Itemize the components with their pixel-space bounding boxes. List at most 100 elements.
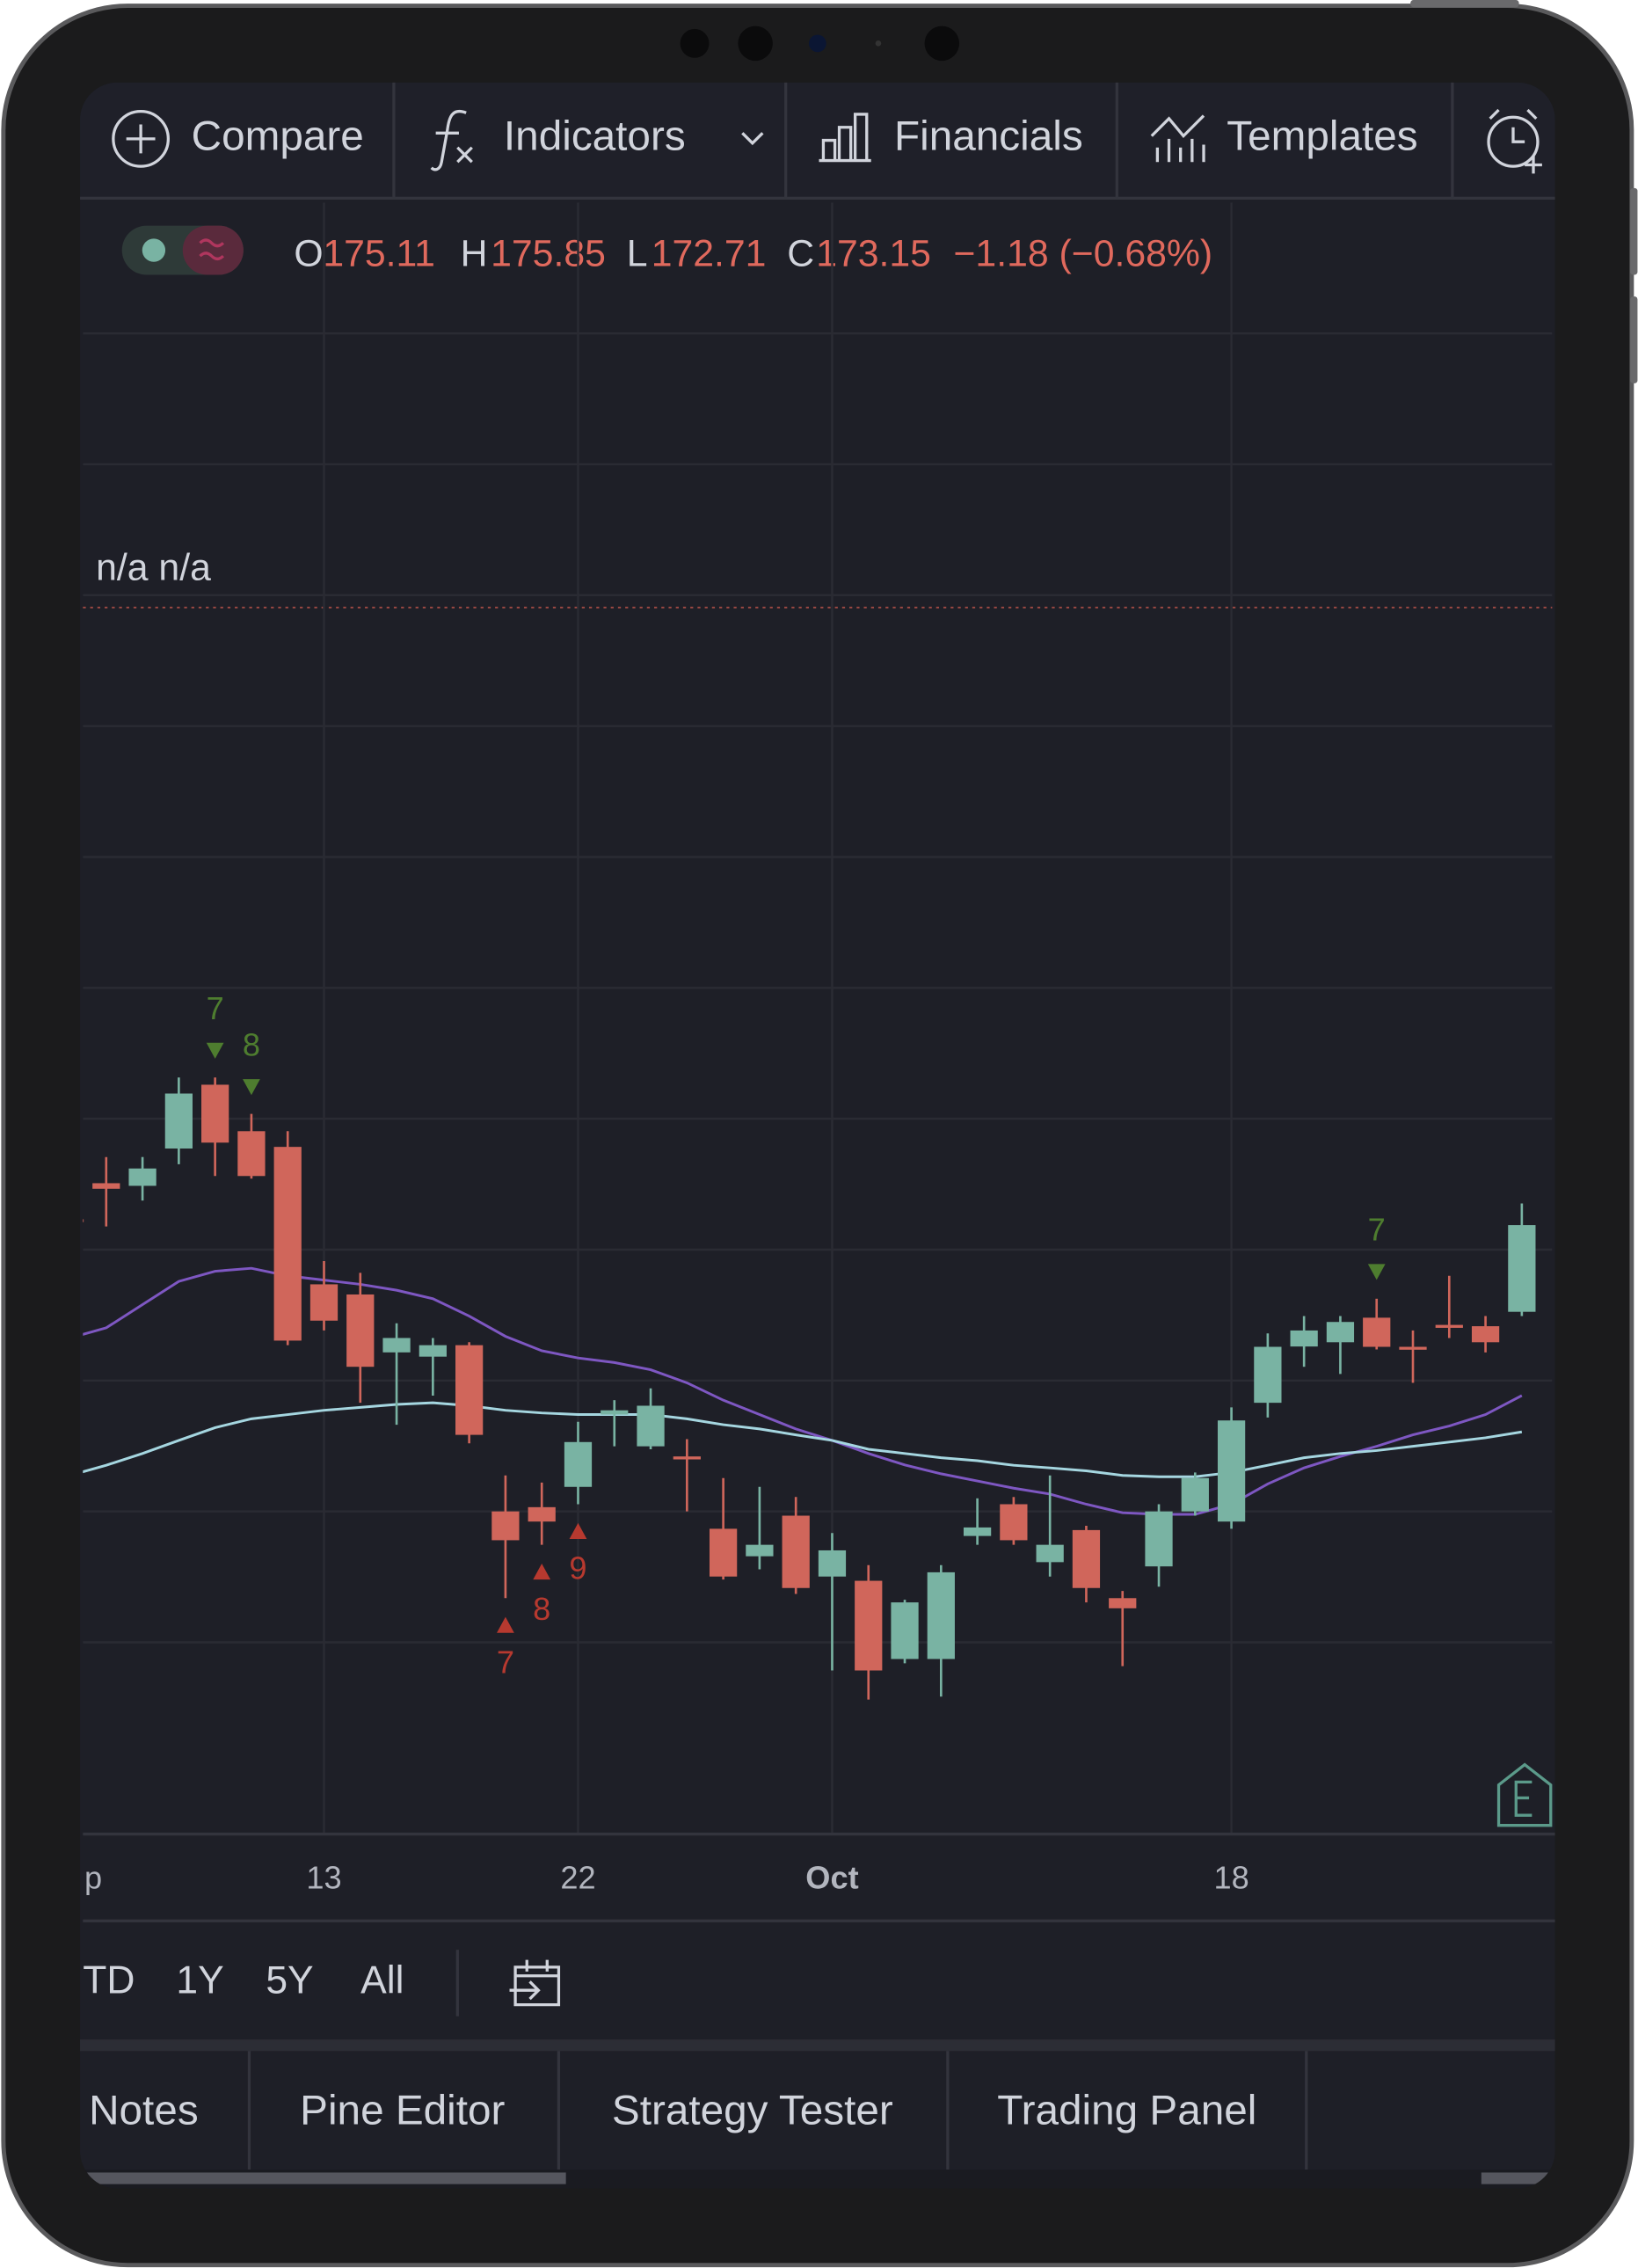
- annotation-label: 7: [1368, 1212, 1386, 1248]
- goto-date-button[interactable]: [509, 1959, 561, 2007]
- candle-body: [818, 1550, 847, 1577]
- moving-average-line: [83, 1401, 1523, 1478]
- candle-body: [1508, 1225, 1536, 1312]
- candle-body: [782, 1515, 810, 1588]
- annotation-label: 7: [497, 1644, 514, 1681]
- separator: [80, 2039, 1555, 2052]
- candle-body: [346, 1294, 375, 1367]
- candle-body: [419, 1345, 447, 1357]
- candle-body: [83, 1219, 84, 1222]
- annotation-label: 7: [207, 990, 224, 1026]
- x-tick-label: 22: [560, 1860, 595, 1896]
- camera: [680, 26, 960, 62]
- annotation-marker: [497, 1616, 514, 1633]
- candle-body: [1145, 1511, 1173, 1567]
- candle-body: [1290, 1330, 1318, 1347]
- candle-body: [963, 1527, 992, 1536]
- ohlc-value: 172.71: [652, 232, 767, 274]
- candle-body: [1326, 1322, 1355, 1343]
- earnings-marker: [1496, 1762, 1553, 1827]
- toggle-dot: [142, 238, 166, 262]
- toolbar-label[interactable]: Templates: [1227, 113, 1417, 159]
- toggle-icon: [199, 238, 225, 261]
- alert-button[interactable]: [1487, 108, 1542, 174]
- ohlc-label: H: [461, 232, 488, 274]
- candle-body: [1000, 1504, 1028, 1541]
- candle-body: [891, 1602, 919, 1659]
- indicator-status: n/a n/a: [96, 546, 211, 588]
- candle-body: [1363, 1317, 1391, 1347]
- candle-body: [528, 1506, 556, 1522]
- scrollbar-thumb[interactable]: [1481, 2172, 1551, 2184]
- range-bar: TD 1Y 5Y All: [83, 1950, 561, 2016]
- annotation-label: 9: [569, 1550, 586, 1586]
- ohlc-value: 175.85: [491, 232, 606, 274]
- candle-body: [455, 1345, 484, 1435]
- candle-body: [1072, 1529, 1101, 1588]
- candle-body: [709, 1528, 738, 1577]
- ohlc-value: 173.15: [816, 232, 931, 274]
- toggle-part: [182, 225, 244, 275]
- range-button[interactable]: 5Y: [266, 1959, 313, 2002]
- candle-body: [491, 1511, 520, 1541]
- ohlc-label: O: [294, 232, 323, 274]
- candle-body: [128, 1168, 157, 1186]
- range-button[interactable]: TD: [83, 1959, 135, 2002]
- candle-body: [746, 1544, 774, 1557]
- annotation-label: 8: [243, 1026, 260, 1062]
- candle-body: [673, 1456, 701, 1460]
- candle-body: [1109, 1598, 1137, 1608]
- ohlc-value: 175.11: [323, 232, 435, 274]
- toolbar-label[interactable]: Financials: [894, 113, 1083, 159]
- financials-button[interactable]: Financials: [819, 113, 1083, 163]
- device-button: [1410, 0, 1519, 8]
- device-button: [1630, 296, 1638, 383]
- device-button: [1630, 187, 1638, 275]
- tab[interactable]: Notes: [89, 2088, 199, 2134]
- annotation-marker: [569, 1522, 587, 1539]
- toolbar-bg: [80, 82, 1555, 199]
- ohlc-label: L: [627, 232, 648, 274]
- screen-background: [80, 82, 1555, 2189]
- candle-body: [637, 1405, 665, 1447]
- annotation-marker: [533, 1564, 551, 1580]
- range-button[interactable]: 1Y: [176, 1959, 223, 2002]
- indicators-button[interactable]: Indicators: [430, 110, 764, 171]
- candle-body: [382, 1338, 411, 1353]
- x-axis: p 13 22 Oct 18: [84, 1860, 1249, 1896]
- x-tick-label: 13: [306, 1860, 341, 1896]
- candle-body: [201, 1084, 229, 1143]
- ohlc-label: C: [787, 232, 814, 274]
- toolbar-label[interactable]: Indicators: [504, 113, 686, 159]
- candle-body: [273, 1147, 302, 1341]
- legend-row: O 175.11 H 175.85 L 172.71 C 173.15 −1.1…: [121, 225, 1212, 275]
- x-tick-label: p: [84, 1860, 102, 1896]
- candle-body: [1435, 1324, 1463, 1328]
- toolbar: Compare Indicators Financials Templates: [80, 82, 1555, 200]
- x-tick-label: 18: [1213, 1860, 1249, 1896]
- candle-body: [1217, 1420, 1246, 1522]
- bottom-tabs: Notes Pine Editor Strategy Tester Tradin…: [80, 2051, 1555, 2189]
- candle-body: [1399, 1346, 1427, 1350]
- annotation-marker: [1367, 1264, 1386, 1280]
- range-button[interactable]: All: [360, 1959, 404, 2002]
- candle-body: [1254, 1346, 1282, 1404]
- candle-body: [601, 1410, 629, 1415]
- candle-body: [1036, 1544, 1064, 1563]
- toolbar-label[interactable]: Compare: [192, 113, 364, 159]
- compare-button[interactable]: Compare: [112, 110, 364, 168]
- moving-average-line: [83, 1266, 1523, 1516]
- annotation-marker: [243, 1079, 260, 1096]
- templates-button[interactable]: Templates: [1150, 113, 1418, 163]
- tab[interactable]: Trading Panel: [997, 2088, 1256, 2134]
- screen: Compare Indicators Financials Templates: [80, 82, 1555, 2189]
- candle-body: [92, 1183, 120, 1189]
- tab[interactable]: Strategy Tester: [612, 2088, 893, 2134]
- candle-body: [1181, 1477, 1209, 1512]
- tab[interactable]: Pine Editor: [300, 2088, 505, 2134]
- annotation-label: 8: [533, 1591, 550, 1627]
- scrollbar-thumb[interactable]: [83, 2172, 566, 2184]
